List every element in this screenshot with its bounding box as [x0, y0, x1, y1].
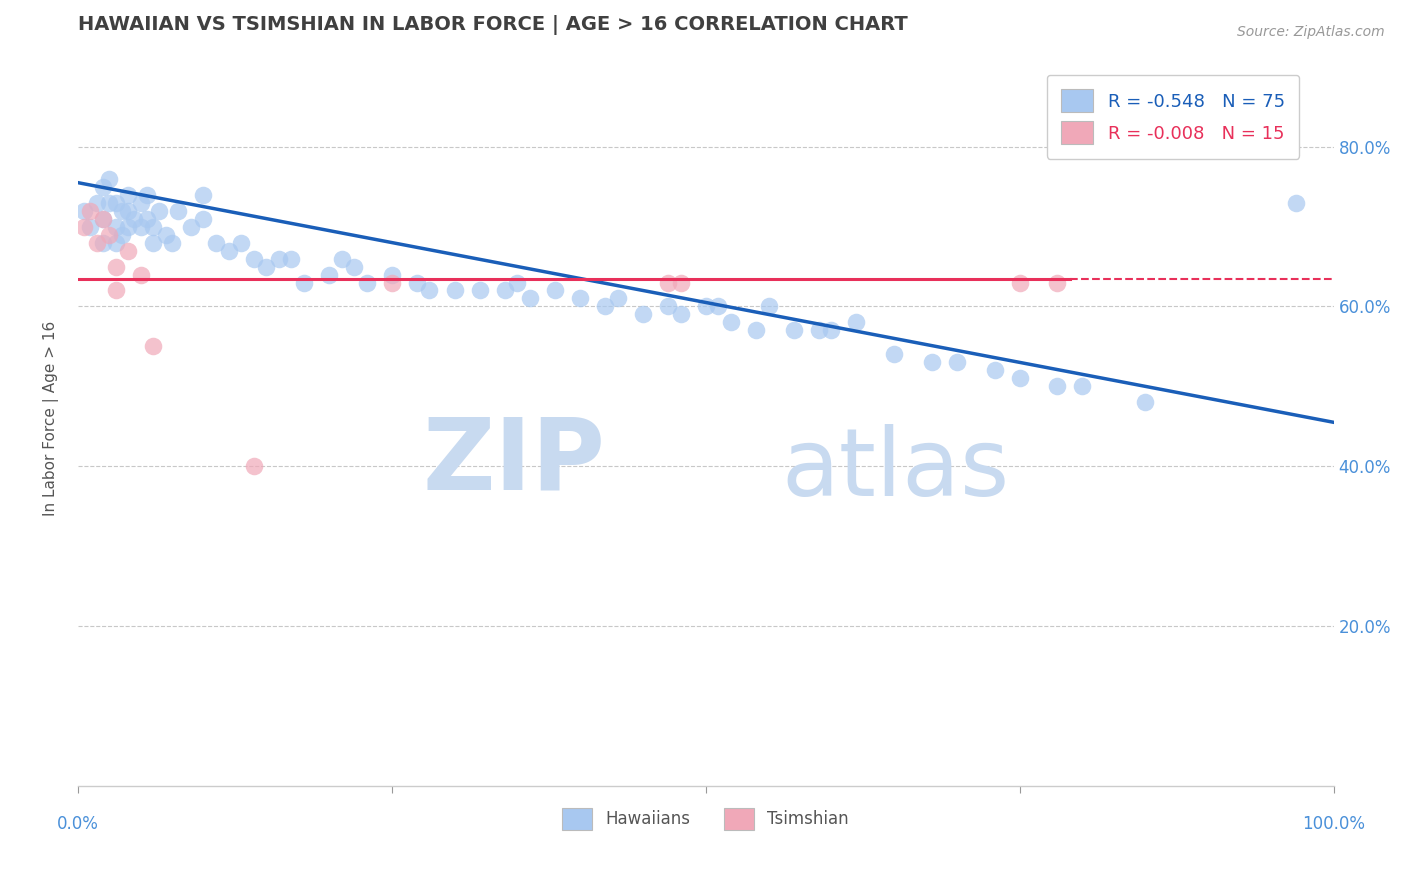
- Point: [883, 347, 905, 361]
- Point: [356, 276, 378, 290]
- Point: [104, 219, 127, 234]
- Point: [669, 276, 692, 290]
- Point: [820, 323, 842, 337]
- Point: [136, 187, 159, 202]
- Point: [117, 203, 139, 218]
- Point: [318, 268, 340, 282]
- Point: [406, 276, 429, 290]
- Text: Source: ZipAtlas.com: Source: ZipAtlas.com: [1237, 25, 1385, 39]
- Point: [111, 227, 134, 242]
- Point: [142, 219, 165, 234]
- Point: [117, 244, 139, 258]
- Point: [669, 308, 692, 322]
- Point: [921, 355, 943, 369]
- Point: [418, 284, 440, 298]
- Point: [267, 252, 290, 266]
- Point: [506, 276, 529, 290]
- Point: [79, 203, 101, 218]
- Point: [117, 219, 139, 234]
- Point: [657, 300, 679, 314]
- Point: [631, 308, 654, 322]
- Point: [657, 276, 679, 290]
- Point: [606, 292, 628, 306]
- Point: [91, 211, 114, 226]
- Point: [142, 339, 165, 353]
- Point: [129, 219, 152, 234]
- Point: [180, 219, 202, 234]
- Point: [1285, 195, 1308, 210]
- Point: [595, 300, 617, 314]
- Text: atlas: atlas: [782, 424, 1010, 516]
- Point: [104, 260, 127, 274]
- Point: [720, 315, 742, 329]
- Point: [381, 268, 404, 282]
- Point: [205, 235, 228, 250]
- Point: [218, 244, 240, 258]
- Point: [254, 260, 277, 274]
- Point: [758, 300, 780, 314]
- Point: [98, 195, 121, 210]
- Point: [111, 203, 134, 218]
- Legend: Hawaiians, Tsimshian: Hawaiians, Tsimshian: [555, 802, 856, 836]
- Point: [124, 211, 146, 226]
- Point: [91, 211, 114, 226]
- Point: [1071, 379, 1094, 393]
- Point: [845, 315, 868, 329]
- Point: [193, 211, 215, 226]
- Point: [381, 276, 404, 290]
- Point: [343, 260, 366, 274]
- Point: [129, 268, 152, 282]
- Point: [494, 284, 516, 298]
- Point: [167, 203, 190, 218]
- Point: [129, 195, 152, 210]
- Point: [79, 219, 101, 234]
- Point: [946, 355, 969, 369]
- Point: [707, 300, 730, 314]
- Text: 0.0%: 0.0%: [56, 815, 98, 833]
- Point: [229, 235, 252, 250]
- Point: [569, 292, 592, 306]
- Point: [148, 203, 170, 218]
- Point: [136, 211, 159, 226]
- Point: [443, 284, 465, 298]
- Point: [468, 284, 491, 298]
- Point: [104, 195, 127, 210]
- Point: [745, 323, 768, 337]
- Point: [98, 171, 121, 186]
- Text: 100.0%: 100.0%: [1302, 815, 1365, 833]
- Point: [1046, 379, 1069, 393]
- Point: [983, 363, 1005, 377]
- Text: HAWAIIAN VS TSIMSHIAN IN LABOR FORCE | AGE > 16 CORRELATION CHART: HAWAIIAN VS TSIMSHIAN IN LABOR FORCE | A…: [77, 15, 908, 35]
- Point: [193, 187, 215, 202]
- Point: [1008, 371, 1031, 385]
- Point: [142, 235, 165, 250]
- Point: [73, 219, 96, 234]
- Point: [242, 459, 264, 474]
- Point: [519, 292, 541, 306]
- Point: [73, 203, 96, 218]
- Point: [86, 235, 108, 250]
- Text: ZIP: ZIP: [422, 414, 606, 511]
- Point: [807, 323, 830, 337]
- Point: [544, 284, 567, 298]
- Point: [330, 252, 353, 266]
- Point: [160, 235, 183, 250]
- Point: [117, 187, 139, 202]
- Point: [695, 300, 717, 314]
- Point: [104, 235, 127, 250]
- Point: [1046, 276, 1069, 290]
- Point: [782, 323, 804, 337]
- Point: [104, 284, 127, 298]
- Point: [1008, 276, 1031, 290]
- Point: [98, 227, 121, 242]
- Point: [91, 179, 114, 194]
- Point: [242, 252, 264, 266]
- Point: [155, 227, 177, 242]
- Point: [292, 276, 315, 290]
- Point: [91, 235, 114, 250]
- Y-axis label: In Labor Force | Age > 16: In Labor Force | Age > 16: [44, 321, 59, 516]
- Point: [1135, 395, 1157, 409]
- Point: [280, 252, 302, 266]
- Point: [86, 195, 108, 210]
